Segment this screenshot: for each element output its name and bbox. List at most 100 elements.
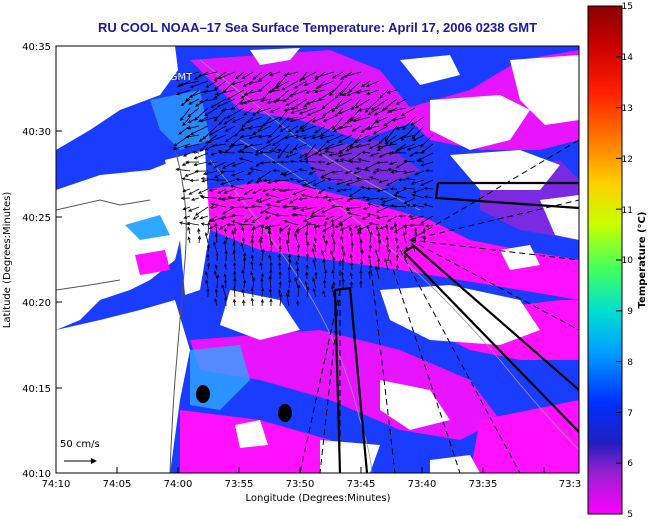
x-tick-label: 74:00	[164, 479, 193, 490]
current-vector-head	[279, 292, 283, 297]
current-vector-head	[287, 278, 292, 283]
current-vector-head	[332, 281, 336, 285]
current-vector-head	[330, 249, 334, 254]
current-vector	[332, 116, 344, 130]
current-vector	[287, 231, 290, 244]
current-vector-head	[223, 121, 228, 125]
current-vector	[256, 107, 272, 114]
current-vector	[279, 262, 281, 271]
x-axis: 74:10 74:05 74:00 73:55 73:50 73:45 73:4…	[42, 467, 581, 504]
current-vector	[216, 275, 219, 289]
current-vector	[257, 170, 272, 181]
current-vector	[332, 270, 335, 280]
current-vector-head	[367, 138, 372, 142]
current-vector	[413, 188, 425, 193]
current-vector-head	[312, 182, 317, 186]
current-vector	[260, 98, 272, 102]
current-vector	[211, 143, 227, 147]
current-vector-head	[214, 264, 218, 269]
current-vector	[356, 89, 371, 94]
current-vector-head	[348, 197, 353, 201]
current-vector-head	[314, 271, 318, 276]
current-vector	[187, 227, 191, 235]
current-vector-head	[259, 261, 263, 266]
current-vector	[306, 242, 309, 253]
current-vector	[232, 214, 245, 217]
current-vector-head	[242, 100, 247, 105]
current-vector-head	[365, 91, 370, 95]
current-vector-head	[386, 243, 390, 247]
current-vector	[389, 161, 398, 165]
current-vector-head	[193, 162, 198, 167]
current-vector	[401, 107, 416, 117]
current-vector	[305, 232, 308, 244]
current-vector	[225, 279, 227, 289]
current-vector	[409, 152, 416, 157]
current-vector	[260, 151, 272, 154]
current-vector-head	[365, 197, 370, 201]
current-vector-head	[289, 119, 294, 123]
current-vector-head	[283, 219, 288, 224]
current-vector	[290, 116, 308, 122]
current-vector-head	[386, 109, 391, 113]
current-vector-head	[223, 278, 228, 283]
current-vector-head	[214, 298, 218, 303]
current-vector	[260, 161, 272, 164]
current-vector	[190, 125, 209, 135]
current-vector-head	[187, 113, 192, 118]
current-vector	[261, 299, 263, 307]
current-vector	[312, 116, 326, 123]
current-vector-head	[420, 220, 425, 224]
current-vector-head	[188, 101, 193, 105]
current-vector	[224, 241, 227, 253]
current-vector-head	[213, 241, 217, 246]
current-vector-head	[260, 298, 264, 303]
current-vector	[280, 170, 290, 175]
current-vector	[275, 80, 290, 89]
current-vector-head	[294, 229, 299, 233]
current-vector-head	[375, 216, 380, 220]
current-vector	[378, 179, 389, 183]
current-vector-head	[338, 150, 342, 154]
current-vector-head	[337, 153, 342, 158]
current-vector-head	[259, 99, 264, 103]
current-vector-head	[390, 204, 394, 208]
current-vector-head	[390, 170, 395, 174]
current-vector-head	[278, 261, 282, 266]
current-vector	[260, 206, 272, 214]
current-vector	[260, 262, 263, 271]
current-vector-head	[368, 263, 373, 268]
current-vector-head	[250, 287, 254, 292]
current-vector	[331, 205, 344, 208]
current-vector	[177, 80, 191, 88]
current-vector-head	[372, 170, 377, 174]
current-vector-head	[361, 216, 366, 220]
current-vector-head	[395, 253, 399, 258]
current-vector	[251, 255, 254, 262]
current-vector-head	[334, 159, 339, 163]
current-vector-head	[349, 226, 353, 231]
current-vector	[281, 80, 299, 91]
current-vector-head	[331, 75, 336, 79]
current-vector-head	[317, 160, 321, 164]
current-vector-head	[241, 269, 245, 274]
current-vector-head	[268, 149, 273, 153]
current-vector-head	[280, 172, 285, 176]
current-vector-head	[180, 117, 184, 122]
current-vector	[247, 170, 254, 175]
current-vector-head	[296, 243, 301, 248]
current-vector-head	[208, 226, 213, 230]
current-vector	[318, 89, 335, 101]
current-vector-head	[289, 150, 294, 155]
current-vector-head	[268, 254, 272, 259]
current-vector	[208, 215, 218, 222]
current-vector	[383, 116, 398, 127]
current-vector-head	[305, 221, 310, 226]
current-vector-head	[403, 223, 408, 228]
current-vector-head	[185, 135, 190, 139]
current-vector	[385, 125, 398, 142]
current-vector-head	[268, 288, 273, 293]
current-vector-head	[375, 265, 379, 270]
current-vector	[199, 134, 209, 142]
current-vector-head	[304, 280, 308, 285]
